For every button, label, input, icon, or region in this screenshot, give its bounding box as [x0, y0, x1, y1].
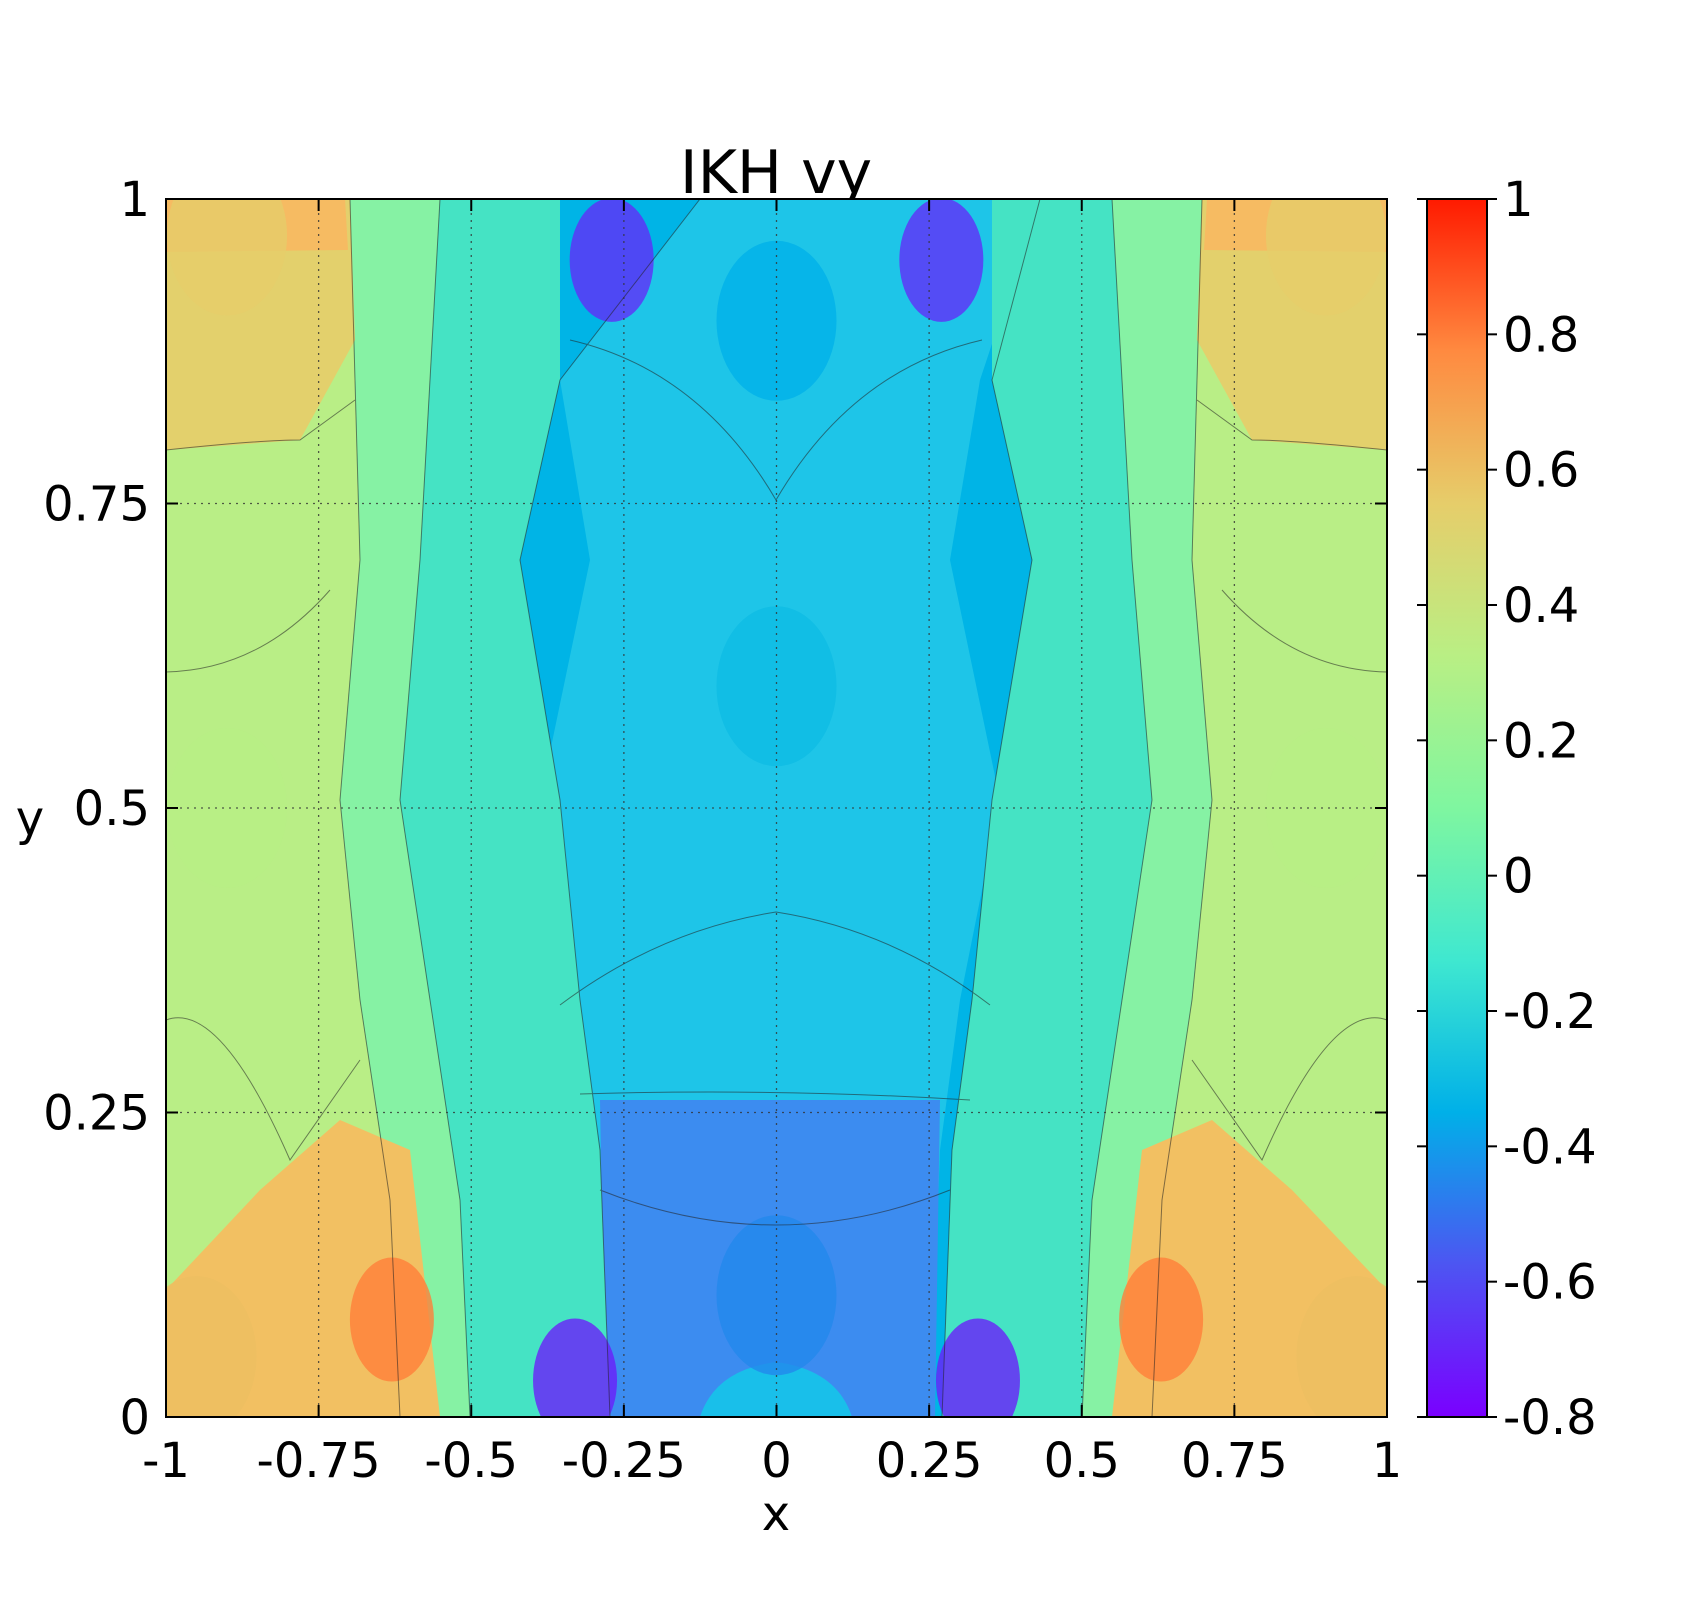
field-feature-1	[533, 1318, 618, 1417]
field-feature-8	[716, 240, 837, 401]
colorbar-tick-label: 1	[1503, 172, 1534, 228]
y-axis-label: y	[16, 791, 44, 847]
field-feature-12	[167, 199, 288, 316]
x-axis-label: x	[762, 1486, 790, 1542]
field-feature-10	[167, 728, 288, 888]
colorbar-tick-label: 0.2	[1503, 713, 1579, 769]
y-tick-label: 1	[119, 172, 150, 228]
x-tick-label: 0.5	[1044, 1433, 1120, 1489]
x-tick-label: -0.5	[424, 1433, 518, 1489]
colorbar-tick-label: -0.4	[1503, 1119, 1597, 1175]
x-tick-label: -1	[142, 1433, 190, 1489]
y-tick-label: 0.5	[74, 781, 150, 837]
field-feature-0	[935, 1318, 1020, 1417]
x-tick-label: 0	[761, 1433, 792, 1489]
y-tick-label: 0	[119, 1390, 150, 1446]
chart-title: IKH vy	[680, 138, 872, 208]
colorbar-tick-label: -0.6	[1503, 1255, 1597, 1311]
colorbar-tick-label: -0.8	[1503, 1390, 1597, 1446]
grid-lines	[166, 199, 1387, 1417]
x-tick-label: -0.25	[562, 1433, 686, 1489]
x-tick-label: 1	[1372, 1433, 1403, 1489]
field-features	[166, 199, 1387, 1417]
colorbar-tick-label: -0.2	[1503, 984, 1597, 1040]
field-feature-7	[716, 1215, 837, 1376]
colorbar-ticks: -0.8 -0.6 -0.4 -0.2 0 0.2 0.4 0.6 0.8 1	[1417, 172, 1597, 1446]
colorbar-tick-label: 0.6	[1503, 443, 1579, 499]
y-axis: 0 0.25 0.5 0.75 1	[43, 172, 1387, 1446]
field-feature-3	[569, 199, 654, 322]
colorbar-tick-label: 0.8	[1503, 307, 1579, 363]
field-feature-6	[716, 606, 837, 767]
field-feature-14	[166, 1276, 257, 1417]
x-axis: -1 -0.75 -0.5 -0.25 0 0.25 0.5 0.75 1	[142, 199, 1402, 1489]
colorbar-tick-label: 0	[1503, 849, 1534, 905]
colorbar-tick-label: 0.4	[1503, 578, 1579, 634]
field-feature-11	[1265, 199, 1386, 316]
plot-area	[166, 199, 1387, 1417]
y-tick-label: 0.25	[43, 1086, 150, 1142]
right-green-band	[1082, 199, 1212, 1417]
x-tick-label: 0.75	[1181, 1433, 1288, 1489]
field-feature-2	[899, 199, 984, 322]
x-tick-label: 0.25	[876, 1433, 983, 1489]
colorbar: -0.8 -0.6 -0.4 -0.2 0 0.2 0.4 0.6 0.8 1	[1417, 172, 1597, 1446]
left-shear-band	[400, 199, 610, 1417]
field-feature-4	[1119, 1257, 1204, 1382]
colorbar-bar	[1426, 198, 1488, 1418]
field-feature-13	[1296, 1276, 1387, 1417]
field-feature-5	[349, 1257, 434, 1382]
right-shear-band	[942, 199, 1152, 1417]
field-feature-9	[1265, 728, 1386, 888]
x-tick-label: -0.75	[257, 1433, 381, 1489]
y-tick-label: 0.75	[43, 477, 150, 533]
left-green-band	[340, 199, 470, 1417]
